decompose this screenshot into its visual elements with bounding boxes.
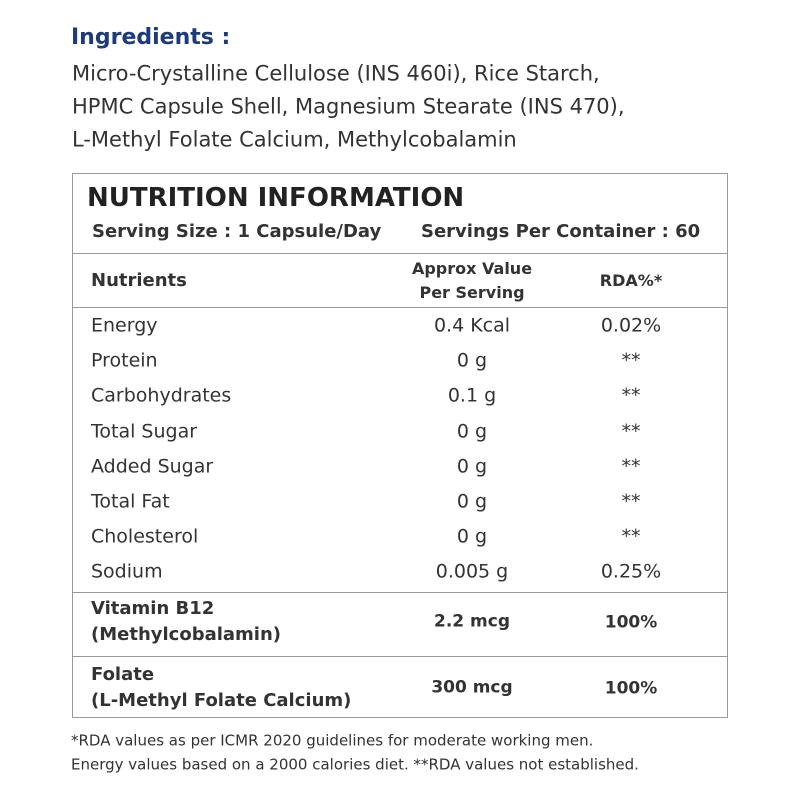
divider xyxy=(72,253,728,254)
rda-value: ** xyxy=(621,490,641,513)
nutrient-value: 0 g xyxy=(456,455,488,478)
nutrient-name: Total Fat xyxy=(91,490,170,513)
nutrient-name: Sodium xyxy=(91,560,163,583)
rda-value: ** xyxy=(621,420,641,443)
nutrient-value: 0 g xyxy=(456,420,488,443)
column-header: Per Serving xyxy=(419,283,525,302)
nutrient-name: Added Sugar xyxy=(91,455,214,478)
nutrition-title: NUTRITION INFORMATION xyxy=(87,183,465,213)
rda-value: 100% xyxy=(604,612,658,633)
nutrient-value: 0 g xyxy=(456,349,488,372)
nutrient-name: (L-Methyl Folate Calcium) xyxy=(91,690,352,711)
footnote: *RDA values as per ICMR 2020 guidelines … xyxy=(71,731,594,750)
column-header: RDA%* xyxy=(599,271,663,290)
rda-value: ** xyxy=(621,455,641,478)
nutrient-value: 0.005 g xyxy=(435,560,509,583)
nutrition-box xyxy=(72,173,728,718)
nutrient-name: (Methylcobalamin) xyxy=(91,624,282,645)
ingredient-line: Micro-Crystalline Cellulose (INS 460i), … xyxy=(72,61,600,86)
nutrient-value: 300 mcg xyxy=(431,677,513,698)
divider xyxy=(72,656,728,657)
serving-size: Serving Size : 1 Capsule/Day xyxy=(92,221,382,242)
rda-value: ** xyxy=(621,349,641,372)
divider xyxy=(72,307,728,308)
rda-value: ** xyxy=(621,384,641,407)
nutrient-name: Total Sugar xyxy=(91,420,198,443)
nutrient-value: 0 g xyxy=(456,525,488,548)
nutrient-name: Carbohydrates xyxy=(91,384,232,407)
column-header: Approx Value xyxy=(411,259,533,278)
nutrient-name: Vitamin B12 xyxy=(91,598,215,619)
nutrient-name: Cholesterol xyxy=(91,525,199,548)
nutrient-name: Energy xyxy=(91,314,158,337)
rda-value: 0.02% xyxy=(600,314,662,337)
nutrient-value: 0 g xyxy=(456,490,488,513)
ingredients-title: Ingredients : xyxy=(71,25,231,50)
rda-value: ** xyxy=(621,525,641,548)
nutrient-name: Folate xyxy=(91,664,155,685)
divider xyxy=(72,592,728,593)
nutrient-name: Protein xyxy=(91,349,158,372)
nutrient-value: 0.4 Kcal xyxy=(433,314,511,337)
rda-value: 0.25% xyxy=(600,560,662,583)
column-header: Nutrients xyxy=(91,270,187,291)
footnote: Energy values based on a 2000 calories d… xyxy=(71,755,639,774)
ingredient-line: HPMC Capsule Shell, Magnesium Stearate (… xyxy=(72,94,625,119)
nutrient-value: 0.1 g xyxy=(447,384,497,407)
servings-per-container: Servings Per Container : 60 xyxy=(421,221,701,242)
nutrient-value: 2.2 mcg xyxy=(434,611,510,632)
ingredient-line: L-Methyl Folate Calcium, Methylcobalamin xyxy=(72,127,517,152)
rda-value: 100% xyxy=(604,678,658,699)
